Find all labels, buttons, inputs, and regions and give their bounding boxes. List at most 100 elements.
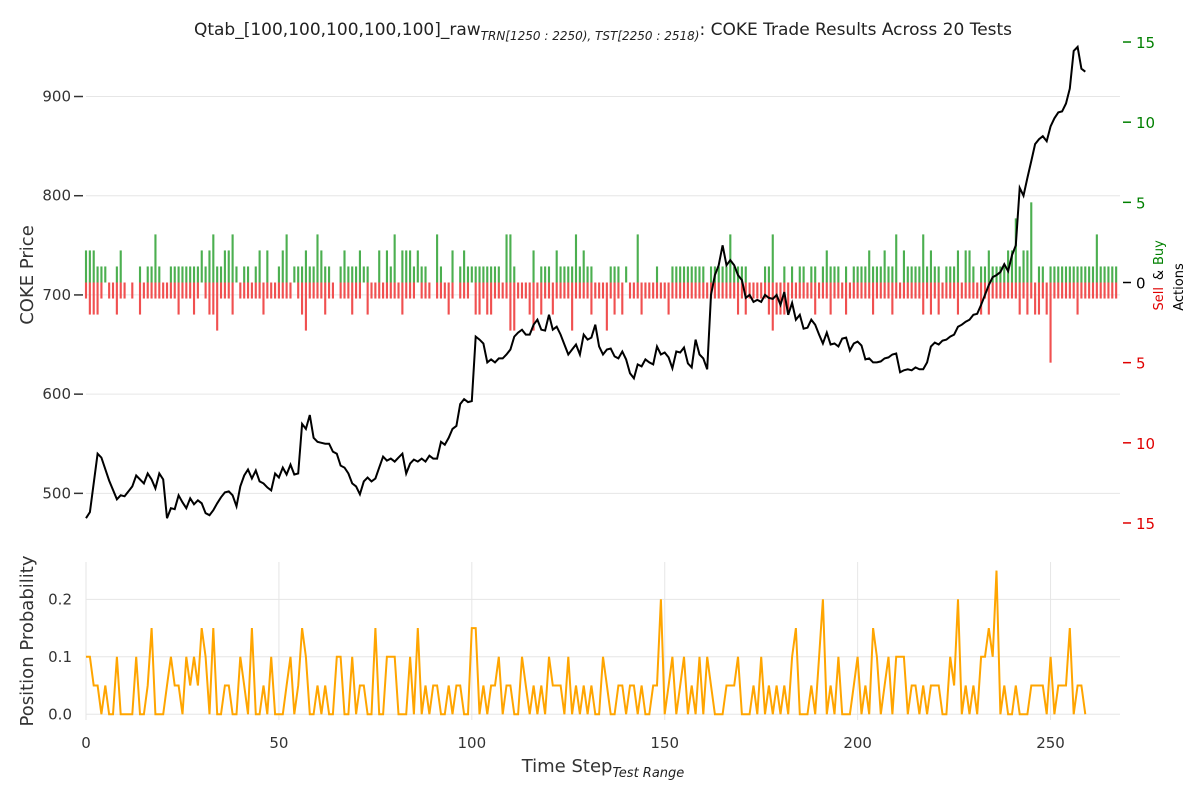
sell-bar [540, 282, 543, 315]
buy-bar [138, 266, 142, 283]
sell-bar [1014, 282, 1017, 299]
sell-bar [119, 282, 122, 299]
sell-bar [505, 282, 508, 299]
sell-bar [1022, 282, 1025, 299]
buy-bar [254, 266, 257, 283]
sell-bar [663, 282, 666, 299]
buy-bar [891, 266, 894, 283]
sell-bar [1099, 282, 1102, 299]
sell-bar [227, 282, 230, 299]
sell-bar [131, 282, 134, 299]
sell-bar [563, 282, 566, 299]
probability-tick-label: 0.0 [48, 705, 72, 723]
sell-bar [617, 282, 620, 299]
buy-bar [845, 266, 848, 283]
buy-bar [829, 266, 832, 283]
buy-bar [362, 266, 365, 283]
sell-bar [906, 282, 909, 299]
buy-bars [84, 202, 1118, 283]
sell-bar [216, 282, 219, 331]
buy-bar [1010, 250, 1014, 283]
sell-bar [324, 282, 327, 315]
buy-bar [316, 234, 319, 283]
buy-bar [590, 266, 593, 283]
actions-tick-label: 10 [1136, 114, 1155, 132]
buy-bar [802, 266, 805, 283]
buy-bar [744, 266, 747, 283]
buy-bar [212, 234, 215, 283]
buy-bar [895, 234, 898, 283]
sell-bar [92, 282, 95, 315]
sell-bar [571, 282, 574, 331]
buy-bar [864, 266, 867, 283]
sell-bar [1080, 282, 1083, 299]
xlabel-main: Time Step [521, 756, 613, 777]
sell-bar [532, 282, 535, 331]
buy-bar [470, 266, 473, 283]
buy-bar [852, 266, 855, 283]
buy-bar [96, 266, 99, 283]
sell-bar [895, 282, 898, 299]
sell-bar [1007, 282, 1010, 299]
sell-bar [1084, 282, 1087, 299]
buy-bar [358, 250, 361, 283]
buy-bar [169, 266, 172, 283]
sell-bar [501, 282, 504, 299]
sell-bar [760, 282, 763, 299]
sell-bar [158, 282, 161, 299]
buy-bar [490, 266, 493, 283]
sell-bar [640, 282, 643, 315]
sell-bar [860, 282, 863, 299]
buy-bar [1003, 266, 1006, 283]
sell-bar [598, 282, 601, 299]
time-tick-label: 250 [1036, 734, 1065, 752]
sell-bar [578, 282, 581, 299]
sell-bar [879, 282, 882, 299]
sell-bar [409, 282, 412, 299]
time-step-x-ticks: 0 50 100 150 200 250 [81, 734, 1065, 752]
buy-bar [308, 266, 311, 283]
sell-bar [1076, 282, 1079, 315]
actions-tick-label: 5 [1136, 194, 1146, 212]
buy-bar [1037, 266, 1041, 283]
buy-bar [686, 266, 689, 283]
sell-bar [262, 282, 265, 315]
sell-bar [721, 282, 724, 299]
sell-bar [825, 282, 828, 299]
sell-bar [436, 282, 439, 299]
buy-bar [918, 266, 921, 283]
buy-bar [227, 250, 230, 283]
sell-bar [686, 282, 689, 299]
buy-bar [771, 234, 774, 283]
price-y-ticks: 500 600 700 800 900 [42, 88, 83, 502]
sell-bar [609, 282, 612, 299]
sell-bar [189, 282, 192, 299]
buy-bar [343, 250, 346, 283]
buy-bar [671, 266, 674, 283]
sell-bar [929, 282, 933, 315]
sell-bar [1030, 282, 1033, 299]
sell-bar [528, 282, 531, 315]
buy-bar [436, 234, 439, 283]
sell-bar [636, 282, 639, 299]
sell-bar [300, 282, 304, 315]
buy-bar [987, 250, 990, 283]
sell-bar [162, 282, 165, 299]
buy-bar [339, 266, 342, 283]
sell-bar [482, 282, 485, 299]
sell-bar [111, 282, 115, 299]
sell-bar [594, 282, 597, 299]
sell-bar [277, 282, 280, 299]
sell-bar [914, 282, 917, 299]
buy-bar [424, 266, 427, 283]
sell-bar [806, 282, 809, 299]
time-tick-label: 200 [843, 734, 872, 752]
sell-bar [466, 282, 470, 299]
sell-bar [192, 282, 196, 315]
sell-bar [96, 282, 99, 315]
buy-bar [910, 266, 913, 283]
sell-bar [702, 282, 705, 299]
buy-bar [721, 266, 724, 283]
buy-bar [478, 266, 481, 283]
buy-bar [868, 250, 871, 283]
